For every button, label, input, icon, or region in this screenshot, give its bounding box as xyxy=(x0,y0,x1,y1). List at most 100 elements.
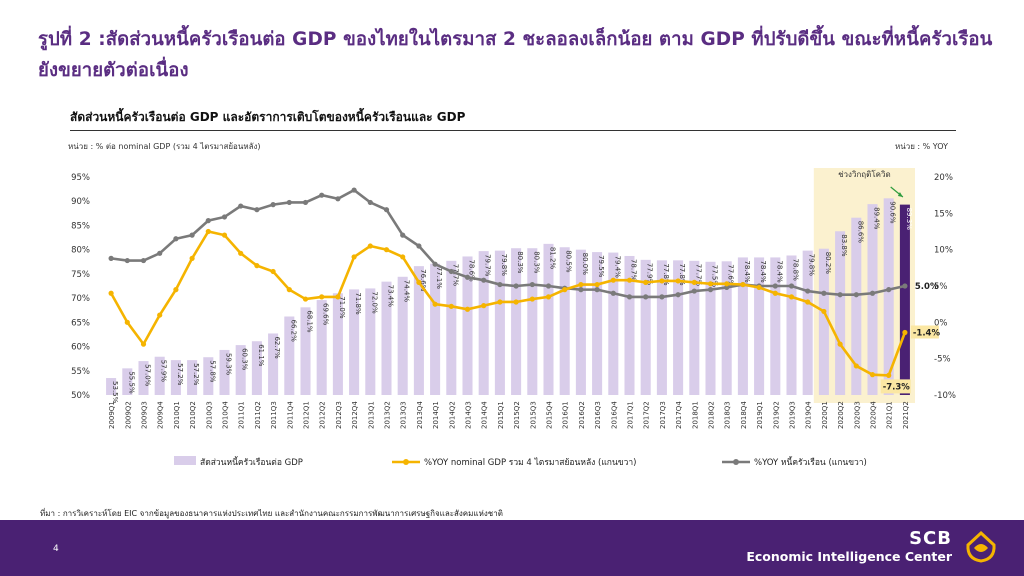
debt-growth-point xyxy=(578,287,584,293)
bar xyxy=(673,260,684,395)
gdp-growth-low-label: -7.3% xyxy=(883,382,911,392)
debt-growth-point xyxy=(367,199,373,206)
gdp-growth-point xyxy=(140,341,147,347)
debt-growth-point xyxy=(335,196,341,202)
gdp-growth-point xyxy=(351,254,357,260)
bar-value-label: 76.6% xyxy=(419,269,427,292)
bar xyxy=(640,259,651,395)
bar-value-label: 61.1% xyxy=(257,344,265,367)
debt-growth-point xyxy=(432,261,438,267)
debt-growth-point xyxy=(805,288,811,294)
bar-value-label: 57.8% xyxy=(208,360,216,383)
gdp-growth-point xyxy=(578,281,584,288)
debt-growth-point xyxy=(400,232,406,238)
gdp-growth-point xyxy=(740,281,746,288)
x-tick-label: 2014Q4 xyxy=(481,401,489,429)
bar xyxy=(219,349,230,395)
bar xyxy=(494,250,505,395)
bar-value-label: 90.6% xyxy=(889,201,897,224)
gdp-growth-end-box xyxy=(910,325,939,339)
page-number: 4 xyxy=(53,544,59,554)
debt-growth-point xyxy=(643,294,649,300)
x-tick-label: 2013Q1 xyxy=(367,401,375,429)
gdp-growth-line xyxy=(109,230,907,377)
x-tick-label: 2017Q4 xyxy=(675,401,683,429)
gdp-growth-point xyxy=(221,232,228,238)
bar-value-label: 77.7% xyxy=(694,264,702,287)
gdp-growth-low-box xyxy=(880,379,911,394)
bar-value-label: 72.0% xyxy=(370,291,378,314)
x-tick-label: 2018Q1 xyxy=(691,401,699,429)
y-right-tick: 10% xyxy=(934,246,953,256)
debt-growth-point xyxy=(448,268,454,275)
debt-growth-point xyxy=(238,203,244,209)
legend-debt-label: %YOY หนี้ครัวเรือน (แกนขวา) xyxy=(754,456,867,468)
bar-value-label: 74.4% xyxy=(403,280,411,303)
gdp-growth-point xyxy=(416,279,422,285)
bar xyxy=(478,251,489,395)
debt-growth-point xyxy=(675,292,681,298)
bar xyxy=(251,341,262,395)
x-tick-label: 2015Q4 xyxy=(546,401,554,429)
bar xyxy=(851,217,862,395)
y-left-tick: 90% xyxy=(71,197,90,207)
bar-value-label: 79.8% xyxy=(500,254,508,277)
bar-value-label: 80.3% xyxy=(532,251,540,274)
y-right-tick: 20% xyxy=(934,173,953,183)
bar-value-label: 86.6% xyxy=(856,221,864,244)
bar-value-label: 77.8% xyxy=(678,263,686,286)
bar xyxy=(737,257,748,395)
bar-value-label: 62.7% xyxy=(273,336,281,359)
debt-growth-point xyxy=(545,283,552,289)
bar xyxy=(559,247,570,395)
bar xyxy=(446,260,457,395)
debt-growth-point xyxy=(383,207,390,213)
gdp-growth-point xyxy=(529,296,535,302)
x-tick-label: 2020Q4 xyxy=(870,401,878,429)
x-tick-label: 2009Q2 xyxy=(124,401,132,429)
x-tick-label: 2013Q3 xyxy=(400,401,408,429)
bar-value-label: 69.6% xyxy=(322,303,330,326)
bar-value-label: 57.9% xyxy=(160,360,168,383)
debt-growth-point xyxy=(108,255,114,261)
gdp-growth-point xyxy=(189,255,195,261)
bar-value-label: 68.1% xyxy=(306,310,314,333)
debt-gdp-chart: ช่วงวิกฤติโควิด 95% 90% 85% 80% 75% 70% 65% 60% 5… xyxy=(71,168,956,468)
bar-value-label: 55.5% xyxy=(127,371,135,394)
debt-growth-point xyxy=(886,287,892,293)
page-title: รูปที่ 2 :สัดส่วนหนี้ครัวเรือนต่อ GDP ขอ… xyxy=(38,29,993,81)
gdp-growth-point xyxy=(448,303,454,309)
bar xyxy=(835,231,846,395)
debt-growth-point xyxy=(270,202,276,208)
bar-value-label: 71.8% xyxy=(354,292,362,315)
x-tick-label: 2011Q2 xyxy=(254,401,262,429)
bar xyxy=(721,261,732,395)
bar-value-label: 77.5% xyxy=(711,265,719,288)
debt-growth-point xyxy=(254,207,260,213)
x-tick-label: 2009Q4 xyxy=(157,401,165,429)
bar xyxy=(527,248,538,395)
debt-growth-point xyxy=(497,281,503,288)
debt-growth-point xyxy=(902,283,908,289)
x-tick-label: 2012Q1 xyxy=(303,401,311,429)
trend-arrowhead-icon xyxy=(897,192,903,197)
bar-value-label: 77.1% xyxy=(435,267,443,290)
y-left-tick: 95% xyxy=(71,173,90,183)
bar xyxy=(413,266,424,395)
gdp-growth-point xyxy=(238,250,244,256)
bar-value-label: 80.2% xyxy=(824,252,832,275)
x-tick-label: 2018Q2 xyxy=(708,401,716,429)
y-right-tick: 5% xyxy=(934,282,948,292)
bar-value-label: 78.8% xyxy=(792,258,800,281)
bar xyxy=(138,361,149,395)
debt-growth-point xyxy=(610,290,616,296)
debt-growth-point xyxy=(286,199,292,206)
chart-title: สัดส่วนหนี้ครัวเรือนต่อ GDP และอัตราการเ… xyxy=(70,110,466,124)
x-tick-label: 2021Q2 xyxy=(902,401,910,429)
bar xyxy=(802,250,813,395)
legend-bar-label: สัดส่วนหนี้ครัวเรือนต่อ GDP xyxy=(200,456,303,468)
debt-growth-point xyxy=(691,288,697,294)
gdp-growth-point xyxy=(302,296,309,302)
bar-value-label: 81.2% xyxy=(549,247,557,270)
gdp-growth-point xyxy=(562,287,568,293)
